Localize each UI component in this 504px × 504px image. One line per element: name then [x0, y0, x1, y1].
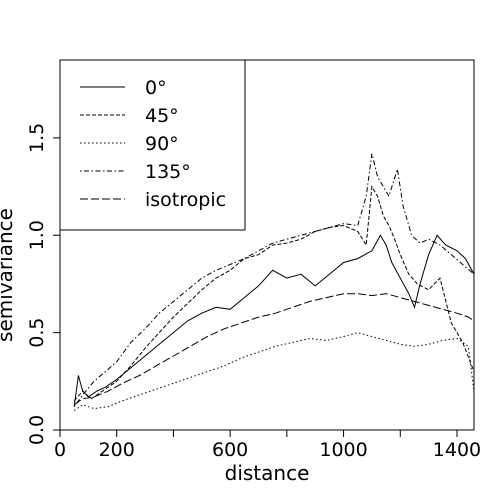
plot-box [59, 59, 475, 431]
x-tick-label: 1400 [433, 439, 481, 461]
x-axis-title: distance [225, 461, 310, 485]
y-tick-label: 1.5 [26, 123, 48, 153]
x-axis: 0 200 600 1000 1400 [54, 430, 481, 461]
x-tick-label: 200 [99, 439, 135, 461]
x-tick-label: 0 [54, 439, 66, 461]
series-line-isotropic [73, 293, 475, 406]
x-tick-label: 600 [212, 439, 248, 461]
y-axis-title: semivariance [0, 208, 17, 342]
series-line-90 [73, 332, 475, 411]
legend-entry-label: isotropic [145, 189, 226, 211]
series-line-0 [73, 234, 475, 407]
legend-entry-label: 135° [145, 161, 191, 183]
legend-entry-label: 45° [145, 105, 179, 127]
legend-entry-label: 0° [145, 77, 167, 99]
y-tick-label: 1.0 [26, 220, 48, 250]
series-layer [73, 153, 475, 411]
y-tick-label: 0.0 [26, 415, 48, 445]
x-tick-label: 1000 [319, 439, 367, 461]
legend-box [59, 59, 246, 231]
y-axis: 0.0 0.5 1.0 1.5 [26, 123, 60, 445]
series-line-45 [73, 185, 475, 402]
legend-entry-label: 90° [145, 133, 179, 155]
y-tick-label: 0.5 [26, 318, 48, 348]
legend: 0° 45° 90° 135° isotropic [59, 59, 246, 231]
